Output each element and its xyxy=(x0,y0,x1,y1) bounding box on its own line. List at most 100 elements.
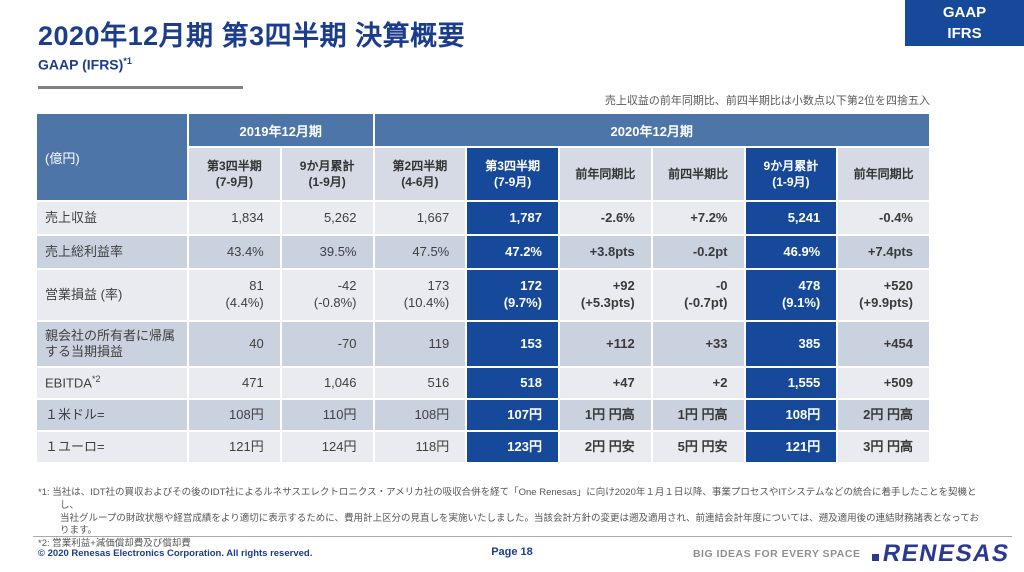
footnote: *1: 当社は、IDT社の買収およびその後のIDT社によるルネサスエレクトロニク… xyxy=(38,487,980,537)
subtitle-text: GAAP (IFRS) xyxy=(38,56,124,73)
data-cell: 1,787 xyxy=(467,202,558,234)
data-cell: +454 xyxy=(838,322,929,366)
logo-square-icon xyxy=(872,553,880,561)
title-underline xyxy=(38,86,243,89)
footer-branding: BIG IDEAS FOR EVERY SPACE RENESAS xyxy=(692,540,1013,568)
data-cell: -0 (-0.7pt) xyxy=(652,270,744,320)
data-cell: 124円 xyxy=(281,432,373,462)
footnote: *2: 営業利益+減価償却費及び償却費 xyxy=(38,538,191,550)
row-label: １米ドル= xyxy=(37,400,187,430)
data-cell: +92 (+5.3pts) xyxy=(560,270,651,320)
data-cell: 47.5% xyxy=(374,236,466,268)
data-cell: 1円 円高 xyxy=(560,400,651,430)
column-header-8: 前年同期比 xyxy=(838,148,929,200)
table-row: EBITDA*2 471 1,046 516 518 +47 +2 1,555 +509 xyxy=(37,368,929,398)
column-header-6: 前四半期比 xyxy=(652,148,744,200)
period-header-row: 第3四半期 (7-9月) 9か月累計 (1-9月) 第2四半期 (4-6月) 第3四半… xyxy=(37,148,929,200)
row-label: 親会社の所有者に帰属する当期損益 xyxy=(37,322,187,366)
data-cell: 5円 円安 xyxy=(652,432,744,462)
column-header-3: 第2四半期 (4-6月) xyxy=(374,148,466,200)
column-header-7: 9か月累計 (1-9月) xyxy=(745,148,837,200)
data-cell: 40 xyxy=(189,322,280,366)
column-header-1: 第3四半期 (7-9月) xyxy=(189,148,280,200)
data-cell: 471 xyxy=(189,368,280,398)
page-title: 2020年12月期 第3四半期 決算概要 xyxy=(38,21,466,51)
data-cell: 108円 xyxy=(374,400,466,430)
data-cell: 110円 xyxy=(281,400,373,430)
data-cell: 121円 xyxy=(189,432,280,462)
data-cell: 43.4% xyxy=(189,236,280,268)
footnotes: *1: 当社は、IDT社の買収およびその後のIDT社によるルネサスエレクトロニク… xyxy=(38,487,984,551)
data-cell: 516 xyxy=(374,368,466,398)
data-cell: +7.2% xyxy=(652,202,744,234)
data-cell: 121円 xyxy=(745,432,837,462)
data-cell: 173 (10.4%) xyxy=(374,270,466,320)
data-cell: -70 xyxy=(281,322,373,366)
data-cell: 108円 xyxy=(745,400,837,430)
data-cell: 5,241 xyxy=(745,202,837,234)
data-cell: 119 xyxy=(374,322,466,366)
row-label: 売上収益 xyxy=(37,202,187,234)
badge-line-2: IFRS xyxy=(947,25,982,42)
row-label: 営業損益 (率) xyxy=(37,270,187,320)
table-row: 親会社の所有者に帰属する当期損益 40 -70 119 153 +112 +33 385 +45… xyxy=(37,322,929,366)
data-cell: 1,555 xyxy=(745,368,837,398)
footnote-ref-2: *2 xyxy=(91,374,101,385)
badge-line-1: GAAP xyxy=(942,4,987,21)
data-cell: +7.4pts xyxy=(838,236,929,268)
data-cell: 1,046 xyxy=(281,368,373,398)
table-row: １ユーロ= 121円 124円 118円 123円 2円 円安 5円 円安 121円 3円 円高 xyxy=(37,432,929,462)
data-cell: 153 xyxy=(467,322,558,366)
data-cell: 518 xyxy=(467,368,558,398)
data-cell: -0.4% xyxy=(838,202,929,234)
data-cell: +509 xyxy=(838,368,929,398)
data-cell: 81 (4.4%) xyxy=(189,270,280,320)
data-cell: 1,667 xyxy=(374,202,466,234)
data-cell: -2.6% xyxy=(560,202,651,234)
data-cell: 2円 円高 xyxy=(838,400,929,430)
brand-tagline: BIG IDEAS FOR EVERY SPACE xyxy=(692,548,861,560)
data-cell: +3.8pts xyxy=(560,236,651,268)
column-header-2: 9か月累計 (1-9月) xyxy=(281,148,373,200)
table-row: 売上総利益率 43.4% 39.5% 47.5% 47.2% +3.8pts -0.2pt 4… xyxy=(37,236,929,268)
table-row: 営業損益 (率) 81 (4.4%) -42 (-0.8%) 173 (10.4%) 1… xyxy=(37,270,929,320)
data-cell: 123円 xyxy=(467,432,558,462)
column-group-2020: 2020年12月期 xyxy=(374,114,929,146)
data-cell: +520 (+9.9pts) xyxy=(838,270,929,320)
data-cell: -0.2pt xyxy=(652,236,744,268)
data-cell: -42 (-0.8%) xyxy=(281,270,373,320)
page-number: Page 18 xyxy=(491,546,533,558)
renesas-logo: RENESAS xyxy=(872,540,1012,568)
data-cell: 2円 円安 xyxy=(560,432,651,462)
row-label: EBITDA*2 xyxy=(37,368,187,398)
table-row: １米ドル= 108円 110円 108円 107円 1円 円高 1円 円高 108円 2円 円高 xyxy=(37,400,929,430)
column-group-2019: 2019年12月期 xyxy=(189,114,373,146)
data-cell: +112 xyxy=(560,322,651,366)
table-row: 売上収益 1,834 5,262 1,667 1,787 -2.6% +7.2% 5,241-… xyxy=(37,202,929,234)
footnote-ref-1: *1 xyxy=(123,56,132,66)
subtitle: GAAP (IFRS)*1 xyxy=(38,56,132,73)
gaap-ifrs-badge: GAAP IFRS xyxy=(905,0,1024,46)
data-cell: 46.9% xyxy=(745,236,837,268)
copyright: © 2020 Renesas Electronics Corporation. … xyxy=(38,548,313,559)
financial-summary-table: (億円) 2019年12月期 2020年12月期 第3四半期 (7-9月) 9か月… xyxy=(35,112,931,464)
data-cell: 478 (9.1%) xyxy=(745,270,837,320)
data-cell: 47.2% xyxy=(467,236,558,268)
rounding-note: 売上収益の前年同期比、前四半期比は小数点以下第2位を四捨五入 xyxy=(604,95,930,107)
data-cell: 3円 円高 xyxy=(838,432,929,462)
column-header-5: 前年同期比 xyxy=(560,148,651,200)
data-cell: 385 xyxy=(745,322,837,366)
column-header-4: 第3四半期 (7-9月) xyxy=(467,148,558,200)
unit-label: (億円) xyxy=(37,114,187,200)
data-cell: 108円 xyxy=(189,400,280,430)
data-cell: +2 xyxy=(652,368,744,398)
year-header-row: (億円) 2019年12月期 2020年12月期 xyxy=(37,114,929,200)
data-cell: 172 (9.7%) xyxy=(467,270,558,320)
data-cell: 107円 xyxy=(467,400,558,430)
data-cell: +33 xyxy=(652,322,744,366)
data-cell: 1,834 xyxy=(189,202,280,234)
data-cell: 5,262 xyxy=(281,202,373,234)
data-cell: 39.5% xyxy=(281,236,373,268)
footer-divider xyxy=(33,536,1012,537)
data-cell: 118円 xyxy=(374,432,466,462)
